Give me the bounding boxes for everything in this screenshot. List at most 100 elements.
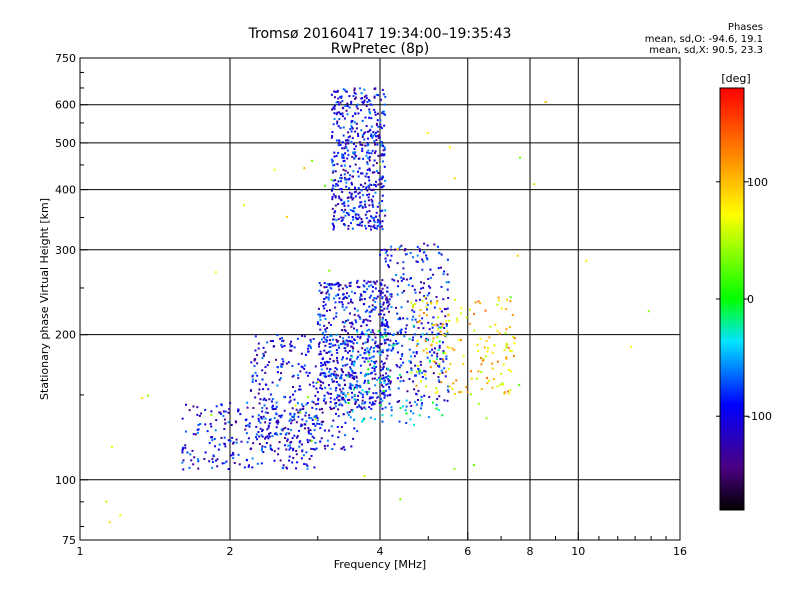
data-point bbox=[331, 135, 334, 138]
data-point bbox=[271, 381, 274, 384]
data-point bbox=[265, 399, 268, 402]
data-point bbox=[357, 213, 360, 216]
data-point bbox=[356, 279, 359, 282]
data-point bbox=[406, 317, 409, 320]
data-point bbox=[384, 319, 387, 322]
data-point bbox=[336, 184, 339, 187]
data-point bbox=[366, 161, 369, 164]
data-point bbox=[247, 464, 250, 467]
data-point bbox=[282, 464, 285, 467]
data-point bbox=[389, 339, 392, 342]
data-point bbox=[399, 380, 402, 383]
data-point bbox=[343, 347, 346, 350]
data-point bbox=[370, 228, 373, 231]
data-point bbox=[353, 87, 356, 90]
data-point bbox=[361, 172, 364, 175]
data-point bbox=[381, 297, 384, 300]
data-point bbox=[346, 113, 349, 116]
data-point bbox=[391, 344, 394, 347]
data-point bbox=[371, 171, 374, 174]
data-point bbox=[299, 411, 302, 414]
data-point bbox=[437, 408, 440, 411]
data-point bbox=[411, 309, 414, 312]
data-point bbox=[466, 391, 469, 394]
data-point bbox=[323, 371, 326, 374]
data-point bbox=[362, 419, 365, 422]
data-point bbox=[341, 321, 344, 324]
data-point bbox=[447, 390, 450, 393]
data-point bbox=[273, 459, 276, 462]
data-point bbox=[340, 174, 343, 177]
data-point bbox=[370, 117, 373, 120]
data-point bbox=[389, 393, 392, 396]
data-point bbox=[425, 314, 428, 317]
data-point bbox=[273, 417, 276, 420]
data-point bbox=[336, 361, 339, 364]
data-point bbox=[438, 340, 441, 343]
data-point bbox=[314, 441, 317, 444]
data-point bbox=[402, 405, 405, 408]
data-point bbox=[369, 280, 372, 283]
data-point bbox=[377, 172, 380, 175]
data-point bbox=[387, 374, 390, 377]
data-point bbox=[350, 340, 353, 343]
data-point bbox=[415, 374, 418, 377]
data-point bbox=[268, 422, 271, 425]
data-point bbox=[344, 395, 347, 398]
data-point bbox=[446, 345, 449, 348]
data-point bbox=[501, 383, 504, 386]
data-point bbox=[442, 272, 445, 275]
data-point bbox=[358, 286, 361, 289]
data-point bbox=[332, 184, 335, 187]
data-point bbox=[354, 398, 357, 401]
data-point bbox=[336, 351, 339, 354]
data-point bbox=[396, 377, 399, 380]
data-point bbox=[341, 364, 344, 367]
data-point bbox=[324, 330, 327, 333]
data-point bbox=[347, 227, 350, 230]
data-point bbox=[420, 399, 423, 402]
data-point bbox=[380, 334, 383, 337]
data-point bbox=[361, 101, 364, 104]
data-point bbox=[281, 414, 284, 417]
data-point bbox=[232, 453, 235, 456]
data-point bbox=[338, 111, 341, 114]
data-point bbox=[266, 364, 269, 367]
data-point bbox=[424, 370, 427, 373]
data-point bbox=[486, 350, 489, 353]
data-point bbox=[309, 439, 312, 442]
data-point bbox=[354, 216, 357, 219]
data-point bbox=[299, 425, 302, 428]
data-point bbox=[350, 121, 353, 124]
data-point bbox=[390, 295, 393, 298]
data-point bbox=[181, 461, 184, 464]
y-tick-label: 75 bbox=[62, 534, 76, 547]
colorbar-gradient bbox=[719, 87, 745, 511]
data-point bbox=[350, 124, 353, 127]
data-point bbox=[320, 437, 323, 440]
data-point bbox=[343, 117, 346, 120]
data-point bbox=[386, 307, 389, 310]
data-point bbox=[427, 416, 430, 419]
data-point bbox=[371, 290, 374, 293]
data-point bbox=[368, 305, 371, 308]
data-point bbox=[373, 224, 376, 227]
data-point bbox=[333, 211, 336, 214]
data-point bbox=[367, 157, 370, 160]
data-point bbox=[341, 115, 344, 118]
data-point bbox=[278, 378, 281, 381]
data-point bbox=[382, 385, 385, 388]
data-point bbox=[491, 362, 494, 365]
data-point bbox=[382, 374, 385, 377]
data-point bbox=[380, 369, 383, 372]
data-point bbox=[387, 380, 390, 383]
data-point bbox=[254, 358, 257, 361]
data-point bbox=[374, 131, 377, 134]
data-point bbox=[430, 354, 433, 357]
data-point bbox=[340, 391, 343, 394]
data-point bbox=[342, 216, 345, 219]
data-point bbox=[373, 159, 376, 162]
data-point bbox=[345, 185, 348, 188]
data-point bbox=[358, 405, 361, 408]
data-point bbox=[269, 445, 272, 448]
